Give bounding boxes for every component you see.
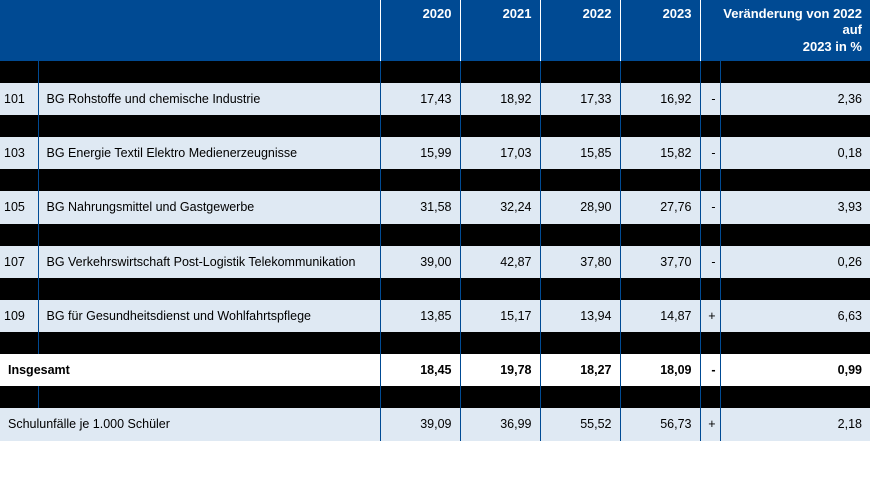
header-change-l2: 2023 in %	[803, 39, 862, 54]
table-row: 105 BG Nahrungsmittel und Gastgewerbe 31…	[0, 191, 870, 223]
sep-row	[0, 61, 870, 83]
cell-change: 6,63	[720, 300, 870, 332]
row-num: 103	[0, 137, 38, 169]
table-row: 103 BG Energie Textil Elektro Medienerze…	[0, 137, 870, 169]
row-num: 109	[0, 300, 38, 332]
sep-row	[0, 386, 870, 408]
header-2020: 2020	[380, 0, 460, 61]
cell-2023: 14,87	[620, 300, 700, 332]
cell-change: 0,26	[720, 246, 870, 278]
cell-sign: +	[700, 300, 720, 332]
sep-row	[0, 278, 870, 300]
row-label: BG Nahrungsmittel und Gastgewerbe	[38, 191, 380, 223]
total-2023: 18,09	[620, 354, 700, 386]
cell-2021: 18,92	[460, 83, 540, 115]
cell-sign: -	[700, 191, 720, 223]
extra-2021: 36,99	[460, 408, 540, 440]
row-label: BG Energie Textil Elektro Medienerzeugni…	[38, 137, 380, 169]
table-row: 107 BG Verkehrswirtschaft Post-Logistik …	[0, 246, 870, 278]
cell-2021: 42,87	[460, 246, 540, 278]
row-num: 105	[0, 191, 38, 223]
cell-2022: 28,90	[540, 191, 620, 223]
cell-2020: 39,00	[380, 246, 460, 278]
extra-change: 2,18	[720, 408, 870, 440]
data-table: 2020 2021 2022 2023 Veränderung von 2022…	[0, 0, 870, 441]
total-2021: 19,78	[460, 354, 540, 386]
cell-2020: 17,43	[380, 83, 460, 115]
row-label: BG Rohstoffe und chemische Industrie	[38, 83, 380, 115]
cell-2022: 13,94	[540, 300, 620, 332]
header-change: Veränderung von 2022 auf 2023 in %	[700, 0, 870, 61]
row-num: 107	[0, 246, 38, 278]
sep-row	[0, 115, 870, 137]
cell-2021: 15,17	[460, 300, 540, 332]
cell-2022: 17,33	[540, 83, 620, 115]
sep-row	[0, 332, 870, 354]
total-label: Insgesamt	[0, 354, 380, 386]
cell-2022: 37,80	[540, 246, 620, 278]
total-row: Insgesamt 18,45 19,78 18,27 18,09 - 0,99	[0, 354, 870, 386]
cell-sign: -	[700, 83, 720, 115]
total-sign: -	[700, 354, 720, 386]
table-row: 109 BG für Gesundheitsdienst und Wohlfah…	[0, 300, 870, 332]
sep-row	[0, 169, 870, 191]
cell-2020: 31,58	[380, 191, 460, 223]
header-row: 2020 2021 2022 2023 Veränderung von 2022…	[0, 0, 870, 61]
table-row: 101 BG Rohstoffe und chemische Industrie…	[0, 83, 870, 115]
extra-sign: +	[700, 408, 720, 440]
cell-2020: 15,99	[380, 137, 460, 169]
cell-change: 0,18	[720, 137, 870, 169]
row-num: 101	[0, 83, 38, 115]
header-2021: 2021	[460, 0, 540, 61]
extra-row: Schulunfälle je 1.000 Schüler 39,09 36,9…	[0, 408, 870, 440]
cell-2020: 13,85	[380, 300, 460, 332]
header-change-l1: Veränderung von 2022 auf	[723, 6, 862, 37]
header-2022: 2022	[540, 0, 620, 61]
cell-change: 3,93	[720, 191, 870, 223]
extra-2023: 56,73	[620, 408, 700, 440]
total-change: 0,99	[720, 354, 870, 386]
header-2023: 2023	[620, 0, 700, 61]
extra-label: Schulunfälle je 1.000 Schüler	[0, 408, 380, 440]
cell-2022: 15,85	[540, 137, 620, 169]
cell-2021: 32,24	[460, 191, 540, 223]
cell-2021: 17,03	[460, 137, 540, 169]
cell-2023: 37,70	[620, 246, 700, 278]
cell-2023: 15,82	[620, 137, 700, 169]
row-label: BG für Gesundheitsdienst und Wohlfahrtsp…	[38, 300, 380, 332]
row-label: BG Verkehrswirtschaft Post-Logistik Tele…	[38, 246, 380, 278]
cell-2023: 16,92	[620, 83, 700, 115]
header-blank	[0, 0, 380, 61]
cell-sign: -	[700, 137, 720, 169]
total-2020: 18,45	[380, 354, 460, 386]
sep-row	[0, 224, 870, 246]
cell-2023: 27,76	[620, 191, 700, 223]
extra-2020: 39,09	[380, 408, 460, 440]
cell-sign: -	[700, 246, 720, 278]
extra-2022: 55,52	[540, 408, 620, 440]
cell-change: 2,36	[720, 83, 870, 115]
total-2022: 18,27	[540, 354, 620, 386]
